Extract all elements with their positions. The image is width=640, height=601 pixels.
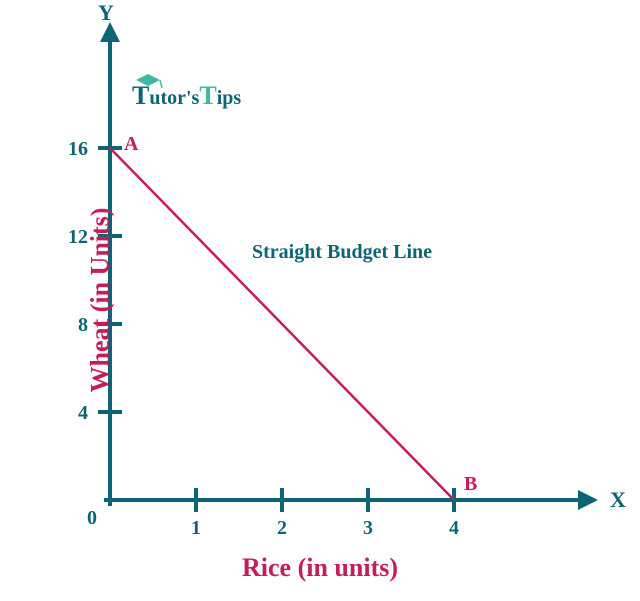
x-tick-label: 1 [191, 517, 201, 539]
point-label-b: B [464, 473, 477, 495]
budget-line [110, 148, 454, 500]
x-tick-label: 3 [363, 517, 373, 539]
x-axis-label: Rice (in units) [0, 553, 640, 583]
x-tick-label: 4 [449, 517, 459, 539]
x-axis-letter: X [610, 487, 626, 512]
x-tick-label: 2 [277, 517, 287, 539]
chart-title: Straight Budget Line [252, 241, 432, 263]
y-axis-label: Wheat (in Units) [85, 208, 115, 393]
budget-line-chart: YX04812161234ABStraight Budget LineTutor… [0, 0, 640, 601]
y-axis-letter: Y [98, 0, 114, 25]
y-tick-label: 16 [68, 138, 88, 160]
origin-label: 0 [87, 507, 97, 529]
y-tick-label: 4 [78, 402, 88, 424]
logo-text: Tutor'sTips [132, 81, 241, 110]
point-label-a: A [124, 133, 139, 155]
